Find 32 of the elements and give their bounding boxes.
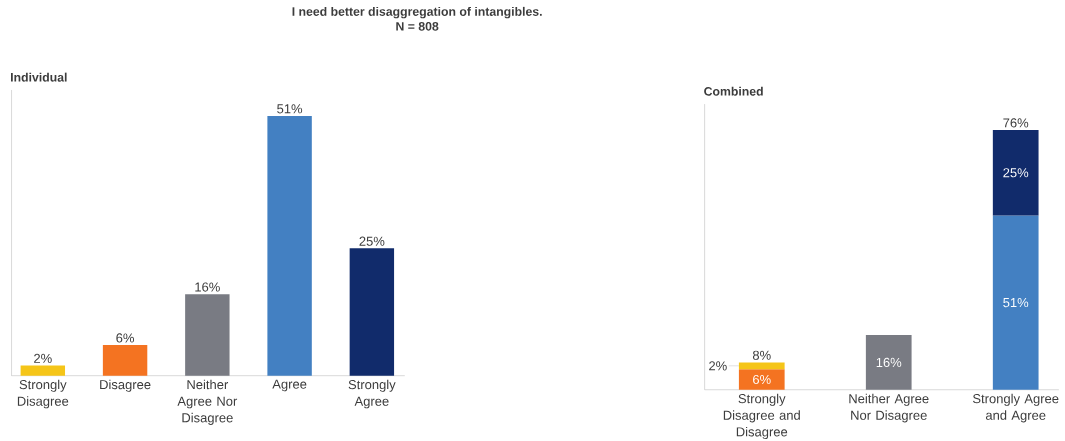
data-label: 51% [1003,297,1029,307]
bar [738,362,785,370]
x-tick-label: Neither Agree Nor Disagree [177,379,238,425]
x-tick-label: Strongly Disagree [17,379,69,409]
bar [349,248,395,376]
data-label: 2% [709,361,727,371]
data-label: 16% [195,282,220,292]
x-tick-label: Disagree [100,379,151,392]
text: N = 808 [396,21,439,31]
data-label: 16% [876,357,902,367]
data-label: 2% [34,353,52,363]
total-label: 8% [752,350,771,360]
bar [992,215,1039,390]
text: I need better disaggregation of intangibles. [292,6,542,19]
bar [102,344,148,376]
data-label: 6% [753,374,771,384]
data-label: 25% [1003,167,1029,178]
x-tick-label: Agree [272,379,307,392]
data-label: 51% [277,104,303,114]
x-tick-label: Strongly Disagree and Disagree [723,393,800,439]
x-tick-label: Strongly Agree and Agree [972,393,1059,423]
total-label: 76% [1003,118,1029,128]
bar [738,369,785,390]
bar [20,365,66,376]
data-label: 25% [359,236,385,246]
bar [992,129,1039,216]
data-label: 6% [116,333,134,343]
bar [267,115,312,376]
chart-title: Individual [11,72,67,82]
chart-title: Combined [704,86,763,96]
x-tick-label: Neither Agree Nor Disagree [849,393,929,423]
x-tick-label: Strongly Agree [348,379,396,409]
